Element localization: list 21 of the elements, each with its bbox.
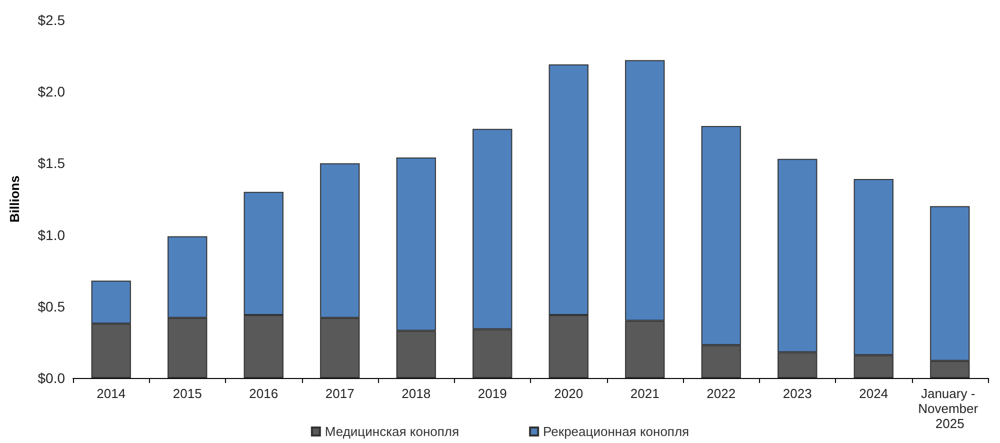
y-tick-label: $1.0	[38, 226, 66, 243]
x-tick-label: 2014	[96, 386, 126, 401]
x-tick-label: 2015	[172, 386, 202, 401]
x-tick-label: 2020	[554, 386, 584, 401]
x-tick-label: 2016	[249, 386, 278, 401]
x-tick-label: 2022	[706, 386, 736, 401]
x-tick-label: 2018	[402, 386, 431, 401]
y-tick-label: $0.5	[38, 298, 66, 314]
x-tick-label: 2024	[859, 386, 888, 401]
y-tick-label: $2.5	[38, 12, 66, 28]
legend-label: Медицинская конопля	[324, 424, 460, 439]
y-tick-label: $2.0	[38, 84, 66, 100]
x-tick-label: 2021	[630, 386, 660, 401]
x-tick-label: 2023	[782, 386, 812, 401]
y-tick-label: $1.5	[38, 155, 66, 172]
legend-label: Рекреационная конопля	[543, 424, 690, 439]
x-tick-label: 2019	[478, 386, 507, 401]
y-tick-label: $0.0	[38, 370, 66, 386]
x-tick-label: 2017	[325, 386, 354, 401]
y-axis-title: Billions	[7, 176, 22, 222]
x-tick-label: January - November 2025	[918, 386, 982, 431]
